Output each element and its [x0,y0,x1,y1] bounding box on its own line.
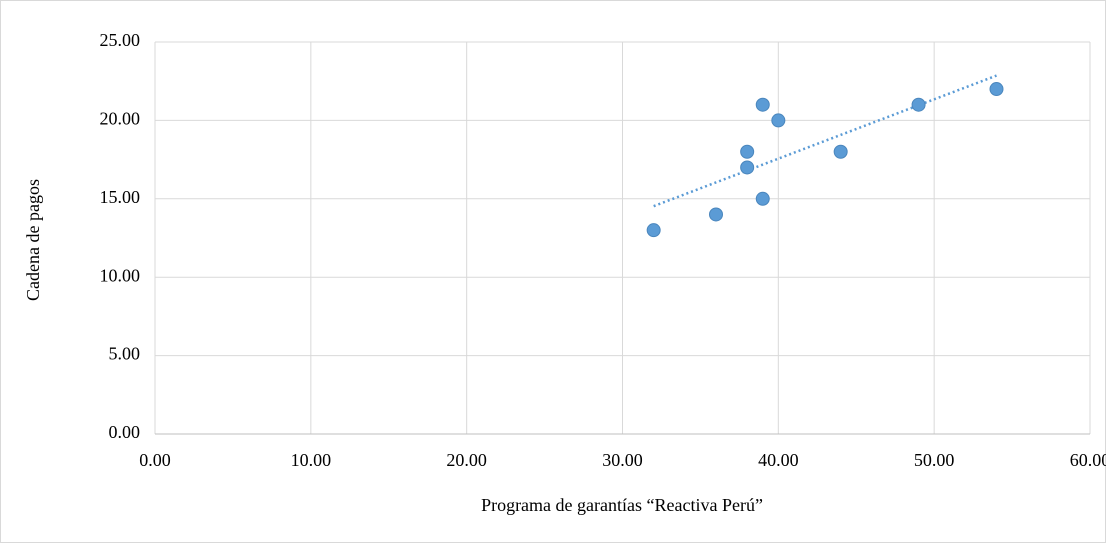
x-axis-label: Programa de garantías “Reactiva Perú” [481,495,763,515]
data-point [709,207,723,222]
y-tick-label: 0.00 [109,422,141,442]
data-point [755,97,770,112]
data-point [771,113,786,128]
x-tick-label: 60.00 [1070,450,1106,470]
x-tick-label: 10.00 [291,450,332,470]
y-tick-label: 5.00 [109,344,141,364]
data-point [646,223,661,238]
y-tick-label: 15.00 [100,187,141,207]
data-point [989,82,1004,97]
data-point [740,160,755,175]
x-tick-label: 0.00 [139,450,171,470]
data-point [833,144,848,159]
data-point [911,97,926,112]
trendline [653,74,997,208]
x-tick-label: 30.00 [602,450,643,470]
x-tick-label: 50.00 [914,450,955,470]
y-tick-label: 25.00 [100,30,141,50]
x-tick-label: 40.00 [758,450,799,470]
y-tick-label: 10.00 [100,265,141,285]
y-axis-label: Cadena de pagos [23,179,43,301]
y-tick-label: 20.00 [100,109,141,129]
data-point [740,144,755,159]
x-tick-label: 20.00 [446,450,487,470]
data-point [755,191,770,206]
